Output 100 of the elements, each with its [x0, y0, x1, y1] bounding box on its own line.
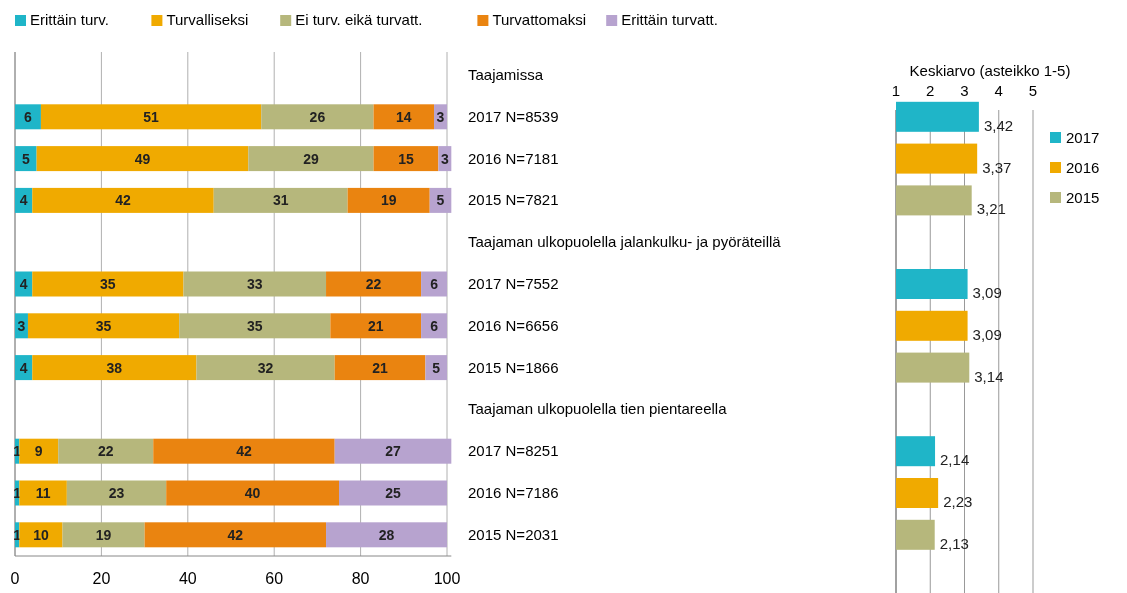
data-label: 3,42: [983, 116, 1014, 134]
y-tick-label: 2015 N=1866: [468, 358, 559, 376]
bar: [36, 146, 249, 172]
bar: [334, 355, 426, 381]
legend-label: Ei turv. eikä turvatt.: [295, 11, 423, 28]
bar: [58, 438, 154, 464]
data-label: 35: [100, 276, 116, 292]
data-label: 2,13: [939, 534, 969, 552]
bar: [32, 271, 184, 297]
data-label: 33: [246, 276, 263, 292]
bar: [421, 313, 447, 339]
bar: [144, 522, 327, 548]
data-label: 3,21: [976, 200, 1006, 218]
data-label: 4: [19, 359, 28, 376]
data-label: 4: [19, 192, 28, 209]
data-label: 51: [143, 108, 160, 125]
x-tick-label: 5: [1028, 82, 1038, 99]
y-tick-label: Taajaman ulkopuolella tien pientareella: [468, 400, 728, 418]
data-label: 15: [398, 150, 414, 167]
bar: [330, 313, 422, 339]
legend-label: Turvalliseksi: [166, 11, 249, 28]
data-label: 3,09: [972, 284, 1002, 301]
bar: [19, 438, 59, 464]
bar: [261, 104, 374, 130]
data-label: 4: [19, 276, 28, 292]
data-label: 3,14: [974, 367, 1004, 385]
bar: [347, 187, 430, 213]
data-label: 27: [385, 443, 401, 460]
data-label: 2,23: [943, 493, 973, 510]
data-label: 10: [33, 526, 49, 543]
x-tick-label: 100: [433, 570, 461, 587]
x-tick-label: 60: [265, 570, 284, 587]
x-tick-label: 3: [960, 82, 969, 99]
x-tick-label: 0: [10, 570, 20, 587]
data-label: 21: [367, 317, 384, 334]
y-tick-label: Taajaman ulkopuolella jalankulku- ja pyöräteillä: [468, 233, 782, 251]
bar: [19, 522, 63, 548]
y-tick-label: 2017 N=8251: [468, 442, 559, 460]
data-label: 3: [17, 317, 26, 334]
bar: [32, 187, 214, 213]
legend-label: Turvattomaksi: [492, 11, 587, 28]
data-label: 35: [95, 317, 112, 334]
data-label: 40: [244, 485, 261, 501]
data-label: 28: [378, 526, 395, 543]
data-label: 6: [24, 108, 33, 125]
data-label: 5: [432, 359, 441, 376]
bar: [425, 355, 447, 381]
data-label: 32: [257, 359, 274, 376]
data-label: 3: [440, 150, 449, 167]
bar: [66, 480, 167, 506]
data-label: 5: [21, 150, 30, 167]
bar: [326, 522, 447, 548]
data-label: 22: [365, 276, 382, 292]
data-label: 29: [303, 150, 319, 167]
chart-title: Keskiarvo (asteikko 1-5): [909, 62, 1071, 79]
y-tick-label: 2017 N=8539: [468, 107, 559, 125]
bar: [15, 104, 41, 130]
x-tick-label: 20: [92, 570, 111, 587]
data-label: 19: [95, 526, 112, 543]
bar: [373, 104, 435, 130]
data-label: 3,09: [972, 325, 1002, 343]
bar: [40, 104, 262, 130]
bar: [19, 480, 67, 506]
bar: [334, 438, 452, 464]
data-label: 14: [396, 108, 412, 125]
bar: [179, 313, 331, 339]
x-tick-label: 2: [926, 82, 935, 99]
bar: [183, 271, 327, 297]
data-label: 25: [385, 485, 401, 501]
data-label: 5: [436, 192, 445, 209]
bar: [27, 313, 180, 339]
legend-label: 2016: [1066, 159, 1100, 176]
data-label: 23: [108, 485, 125, 501]
data-label: 3: [436, 108, 445, 125]
data-label: 6: [430, 276, 439, 292]
y-tick-label: 2017 N=7552: [468, 275, 559, 292]
data-label: 26: [309, 108, 326, 125]
data-label: 49: [134, 150, 151, 167]
legend-label: Erittäin turv.: [30, 11, 109, 28]
bar: [213, 187, 348, 213]
data-label: 19: [380, 192, 397, 209]
x-tick-label: 40: [178, 570, 197, 587]
y-tick-label: 2016 N=7186: [468, 484, 559, 501]
bar: [373, 146, 439, 172]
data-label: 9: [34, 443, 43, 460]
data-label: 22: [97, 443, 114, 460]
bar: [196, 355, 335, 381]
data-label: 2,14: [940, 451, 970, 469]
bar: [32, 355, 197, 381]
data-label: 42: [227, 526, 244, 543]
bar: [166, 480, 339, 506]
bar: [248, 146, 374, 172]
data-label: 31: [272, 192, 289, 209]
data-label: 35: [246, 317, 263, 334]
data-label: 42: [115, 192, 131, 209]
bar: [153, 438, 335, 464]
x-tick-label: 4: [994, 82, 1003, 99]
x-tick-label: 80: [351, 570, 370, 587]
legend-label: 2015: [1066, 189, 1100, 206]
data-label: 38: [106, 359, 123, 376]
